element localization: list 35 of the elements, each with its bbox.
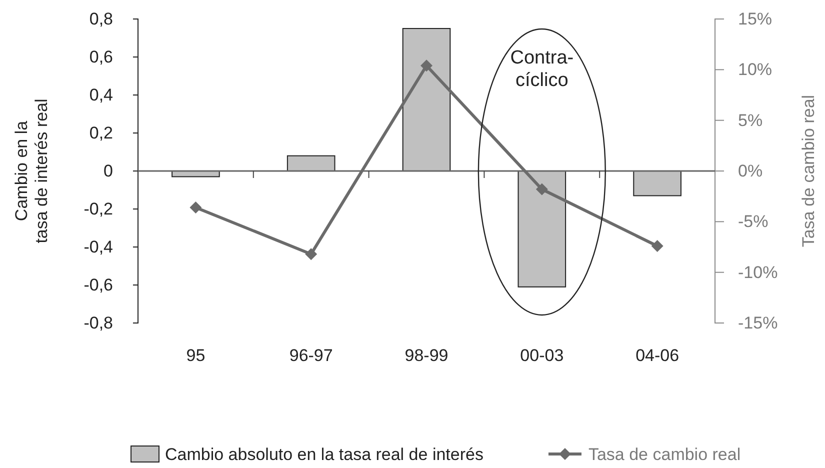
- bar: [633, 170, 682, 196]
- x-tick-label: 04-06: [636, 346, 680, 366]
- x-tick-label: 96-97: [289, 346, 333, 366]
- y-tick-label: 0,4: [89, 85, 113, 104]
- y2-tick-label: 10%: [738, 60, 772, 80]
- y-axis-title: Cambio en la tasa de interés real: [12, 98, 52, 244]
- bar: [286, 155, 336, 172]
- y2-tick-label: 15%: [738, 9, 772, 28]
- point: [651, 240, 664, 252]
- y2-axis-title: Tasa de cambio real: [798, 94, 818, 248]
- y-tick-label: 0,2: [89, 123, 113, 142]
- y2-tick-label: -5%: [738, 212, 768, 232]
- annotation: Contra- cíclico: [510, 47, 574, 92]
- y2-tick-label: -15%: [738, 313, 778, 332]
- point: [305, 248, 318, 260]
- y2-tick-label: 0%: [738, 161, 763, 180]
- y2-tick-label: 5%: [738, 110, 763, 130]
- y-tick-label: 0,6: [89, 47, 113, 66]
- x-tick-label: 00-03: [520, 346, 564, 366]
- point: [536, 183, 548, 196]
- y-tick-label: 0: [104, 161, 113, 180]
- y-tick-label: 0,8: [89, 9, 113, 28]
- bar: [518, 170, 566, 288]
- y-tick-label: -0,4: [84, 237, 113, 256]
- x-tick-label: 95: [186, 346, 206, 366]
- y-tick-label: -0,6: [84, 275, 113, 294]
- legend-label: Cambio absoluto en la tasa real de interés: [165, 444, 484, 464]
- y2-tick-label: -10%: [738, 262, 778, 282]
- point: [420, 60, 432, 72]
- bar: [402, 28, 451, 172]
- legend-label: Tasa de cambio real: [588, 444, 741, 464]
- point: [190, 201, 202, 214]
- y-tick-label: -0,8: [84, 313, 113, 332]
- y-tick-label: -0,2: [84, 199, 113, 218]
- x-tick-label: 98-99: [404, 346, 448, 366]
